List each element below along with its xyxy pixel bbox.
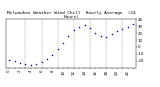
Title: Milwaukee Weather Wind Chill  Hourly Average  (24 Hours): Milwaukee Weather Wind Chill Hourly Aver… (7, 11, 136, 19)
Point (132, 23, 135, 25)
Point (24, 64, 27, 65)
Point (100, 35, 102, 37)
Point (73, 30, 75, 31)
Point (29, 64, 32, 66)
Point (78, 26, 81, 27)
Point (35, 63, 37, 64)
Point (40, 61, 43, 62)
Point (46, 58, 48, 60)
Point (13, 60, 16, 62)
Point (62, 42, 64, 44)
Point (127, 26, 129, 27)
Point (51, 54, 54, 55)
Point (8, 59, 10, 60)
Point (94, 32, 97, 34)
Point (110, 33, 113, 34)
Point (56, 48, 59, 50)
Point (116, 30, 118, 32)
Point (19, 62, 21, 64)
Point (89, 27, 91, 29)
Point (121, 28, 124, 30)
Point (105, 37, 108, 38)
Point (83, 25, 86, 26)
Point (67, 35, 70, 37)
